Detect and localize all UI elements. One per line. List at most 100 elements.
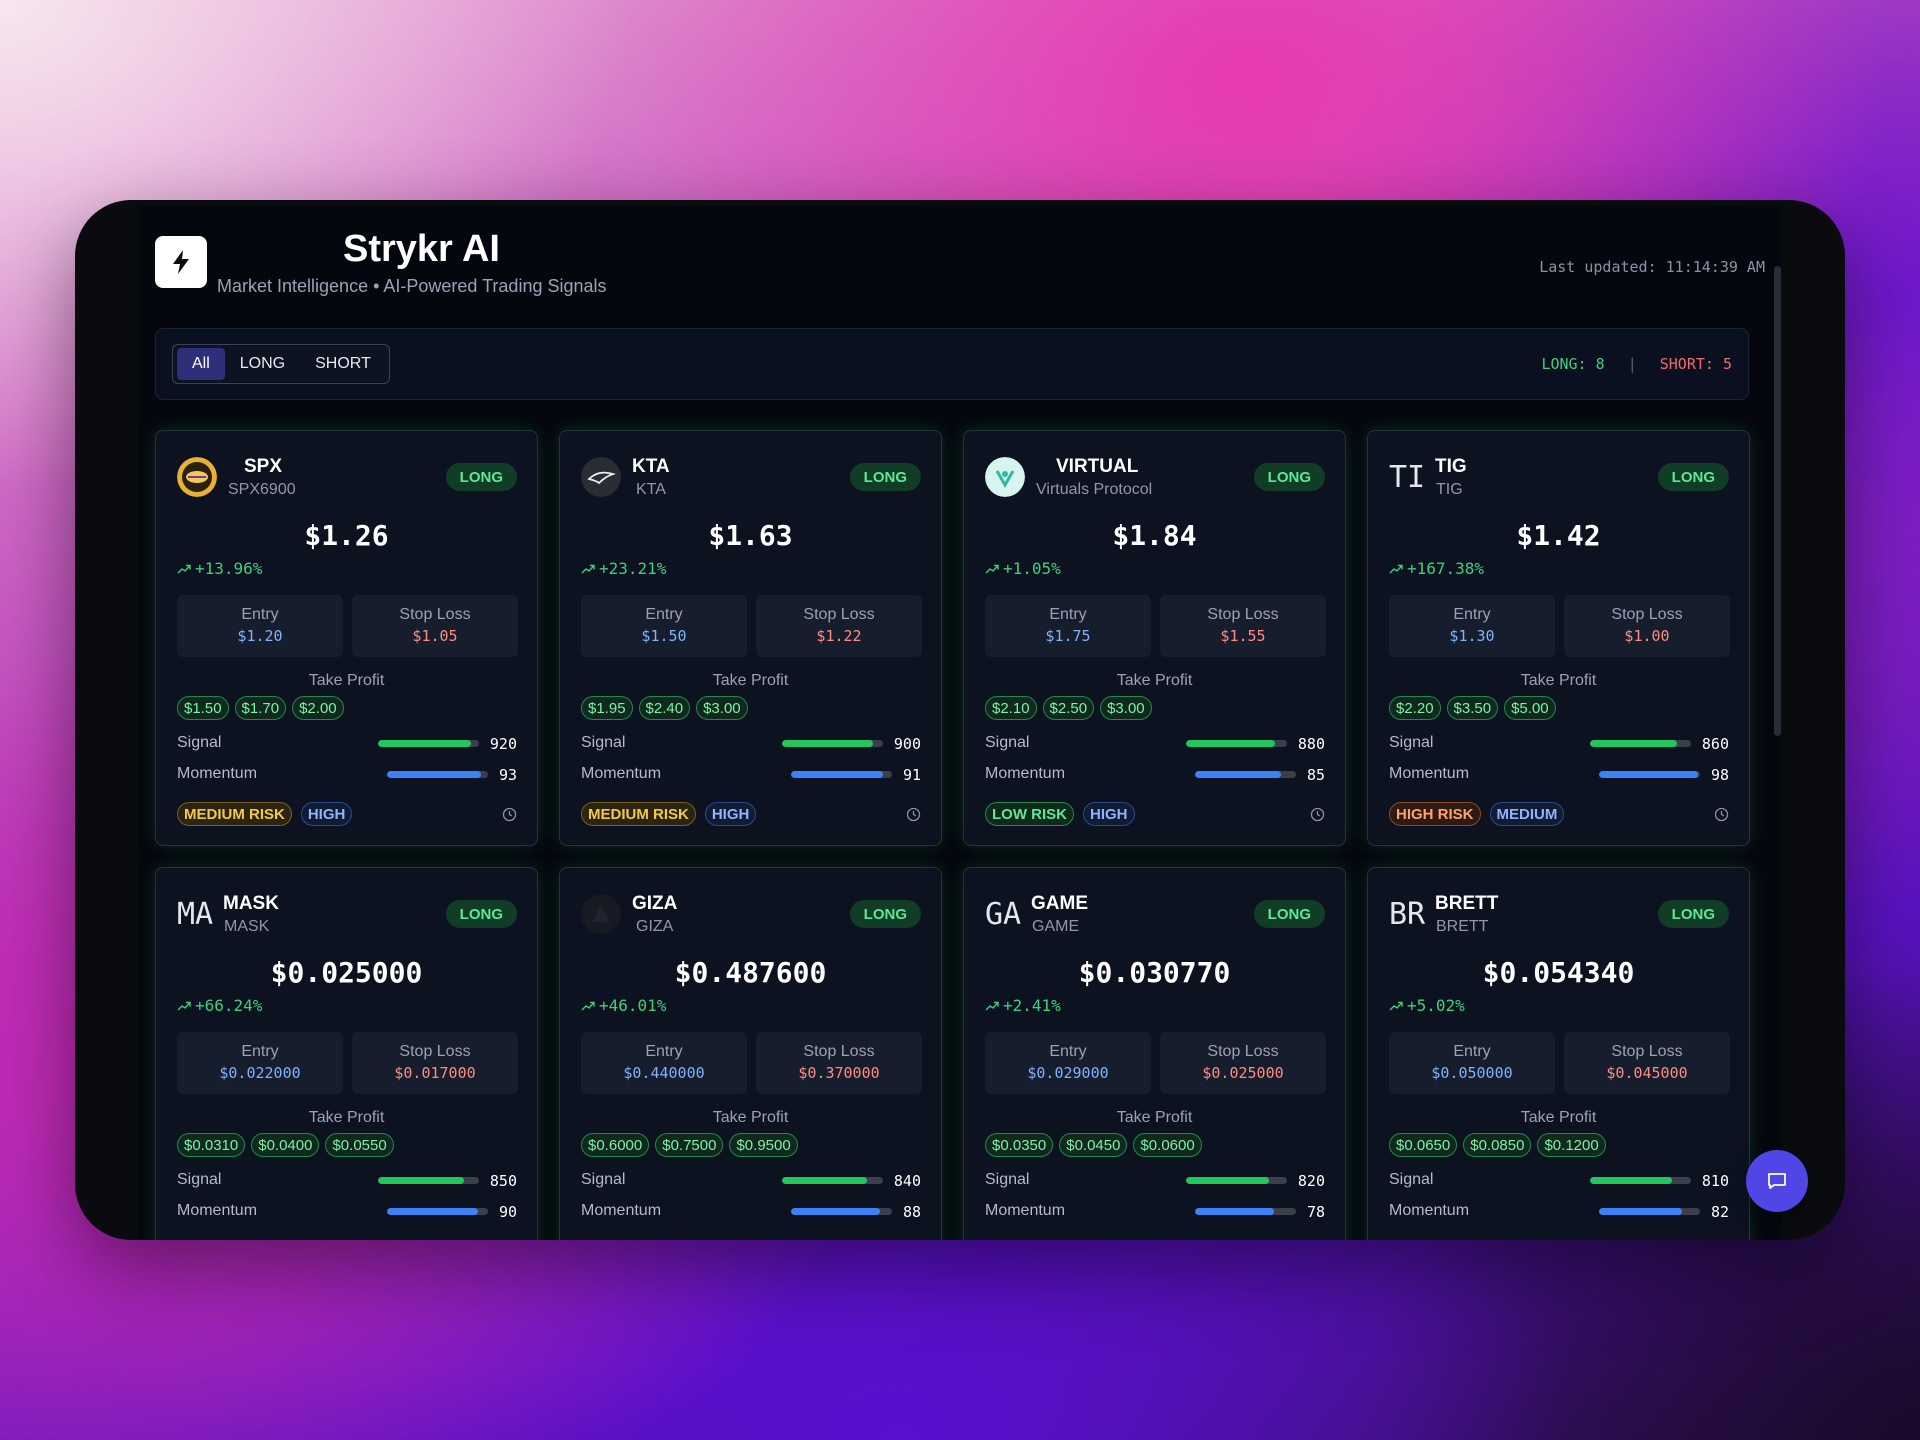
take-profit-chip: $2.40 <box>638 696 691 720</box>
app-subtitle: Market Intelligence • AI-Powered Trading… <box>217 276 607 296</box>
momentum-bar <box>1599 771 1700 778</box>
last-updated: Last updated: 11:14:39 AM <box>1539 258 1765 276</box>
coin-symbol: SPX <box>244 456 283 477</box>
take-profit-chip: $2.50 <box>1042 696 1095 720</box>
clock-icon[interactable] <box>502 807 517 822</box>
take-profit-list: $0.0350 $0.0450 $0.0600 <box>985 1133 1202 1157</box>
signal-bar-fill <box>1590 740 1677 747</box>
entry-label: Entry <box>241 1043 279 1060</box>
current-price: $0.030770 <box>1078 956 1231 989</box>
entry-box: Entry $0.050000 <box>1389 1032 1555 1094</box>
signal-bar-fill <box>1590 1177 1672 1184</box>
signal-bar-fill <box>782 1177 867 1184</box>
current-price: $1.63 <box>708 519 793 552</box>
scrollbar[interactable] <box>1774 266 1781 736</box>
clock-icon[interactable] <box>1310 807 1325 822</box>
coin-symbol: KTA <box>632 456 670 477</box>
signal-value: 840 <box>893 1172 921 1190</box>
risk-badge: MEDIUM RISK <box>581 802 696 826</box>
risk-badge: LOW RISK <box>985 802 1074 826</box>
logo <box>155 236 207 288</box>
stop-loss-value: $1.00 <box>1624 627 1670 645</box>
momentum-value: 85 <box>1306 766 1325 784</box>
clock-icon[interactable] <box>1714 807 1729 822</box>
trend-up-icon <box>1389 564 1403 573</box>
stop-loss-box: Stop Loss $1.00 <box>1564 595 1730 657</box>
stop-loss-value: $0.045000 <box>1606 1064 1688 1082</box>
mask-text-icon: MA <box>177 896 214 932</box>
take-profit-label: Take Profit <box>1116 672 1193 689</box>
coin-symbol: BRETT <box>1435 893 1499 914</box>
current-price: $1.42 <box>1516 519 1601 552</box>
take-profit-chip: $0.0400 <box>251 1133 320 1157</box>
take-profit-list: $1.95 $2.40 $3.00 <box>581 696 748 720</box>
stop-loss-box: Stop Loss $1.55 <box>1160 595 1326 657</box>
take-profit-chip: $1.70 <box>234 696 287 720</box>
current-price: $1.26 <box>304 519 389 552</box>
signal-card[interactable]: KTA KTA LONG $1.63 +23.21% Entry $1.50 S… <box>559 430 942 846</box>
price-change: +5.02% <box>1389 996 1465 1015</box>
stop-loss-label: Stop Loss <box>399 606 471 623</box>
stop-loss-box: Stop Loss $0.045000 <box>1564 1032 1730 1094</box>
price-change-value: +1.05% <box>1003 559 1061 578</box>
clock-icon[interactable] <box>906 807 921 822</box>
entry-box: Entry $0.440000 <box>581 1032 747 1094</box>
signal-value: 810 <box>1701 1172 1729 1190</box>
take-profit-chip: $0.0350 <box>985 1133 1054 1157</box>
spx-coin-icon <box>177 457 217 497</box>
stop-loss-value: $1.05 <box>412 627 458 645</box>
filter-short-button[interactable]: SHORT <box>315 355 371 372</box>
momentum-label: Momentum <box>1389 1202 1470 1219</box>
stop-loss-box: Stop Loss $1.22 <box>756 595 922 657</box>
signal-card[interactable]: TI TIG TIG LONG $1.42 +167.38% Entry $1.… <box>1367 430 1750 846</box>
signal-card[interactable]: MA MASK MASK LONG $0.025000 +66.24% Entr… <box>155 867 538 1240</box>
filter-all-button[interactable]: All <box>177 348 225 380</box>
signal-bar <box>1590 740 1691 747</box>
game-text-icon: GA <box>985 896 1022 932</box>
coin-name: KTA <box>636 481 666 498</box>
trend-up-icon <box>581 1001 595 1010</box>
signal-card[interactable]: BR BRETT BRETT LONG $0.054340 +5.02% Ent… <box>1367 867 1750 1240</box>
giza-coin-icon <box>581 894 621 934</box>
entry-box: Entry $1.20 <box>177 595 343 657</box>
chat-button[interactable] <box>1746 1150 1808 1212</box>
momentum-bar-fill <box>791 771 883 778</box>
entry-box: Entry $1.75 <box>985 595 1151 657</box>
momentum-bar-fill <box>1599 1208 1682 1215</box>
take-profit-list: $0.6000 $0.7500 $0.9500 <box>581 1133 798 1157</box>
trend-up-icon <box>985 564 999 573</box>
momentum-bar <box>1195 771 1296 778</box>
momentum-label: Momentum <box>177 1202 258 1219</box>
signal-row: Signal 850 <box>177 1171 517 1191</box>
signal-card[interactable]: SPX SPX6900 LONG $1.26 +13.96% Entry $1.… <box>155 430 538 846</box>
filter-long-button[interactable]: LONG <box>239 355 286 372</box>
signal-card[interactable]: VIRTUAL Virtuals Protocol LONG $1.84 +1.… <box>963 430 1346 846</box>
momentum-label: Momentum <box>177 765 258 782</box>
take-profit-chip: $0.0550 <box>325 1133 394 1157</box>
momentum-label: Momentum <box>581 1202 662 1219</box>
signal-card[interactable]: GA GAME GAME LONG $0.030770 +2.41% Entry… <box>963 867 1346 1240</box>
momentum-row: Momentum 88 <box>581 1202 921 1222</box>
signal-bar <box>1186 1177 1287 1184</box>
kta-coin-icon <box>581 457 621 497</box>
momentum-bar <box>387 1208 488 1215</box>
signal-bar-fill <box>1186 1177 1269 1184</box>
signal-value: 820 <box>1297 1172 1325 1190</box>
coin-symbol: TIG <box>1435 456 1467 477</box>
signal-card[interactable]: GIZA GIZA LONG $0.487600 +46.01% Entry $… <box>559 867 942 1240</box>
entry-value: $0.050000 <box>1431 1064 1513 1082</box>
signal-label: Signal <box>985 1171 1030 1188</box>
stop-loss-value: $0.017000 <box>394 1064 476 1082</box>
momentum-row: Momentum 85 <box>985 765 1325 785</box>
take-profit-list: $0.0650 $0.0850 $0.1200 <box>1389 1133 1606 1157</box>
entry-label: Entry <box>241 606 279 623</box>
entry-value: $0.440000 <box>623 1064 705 1082</box>
trend-up-icon <box>177 564 191 573</box>
price-change-value: +13.96% <box>195 559 263 578</box>
trend-up-icon <box>581 564 595 573</box>
price-change-value: +2.41% <box>1003 996 1061 1015</box>
side-filter: All LONG SHORT <box>172 344 390 384</box>
momentum-bar <box>791 1208 892 1215</box>
momentum-bar-fill <box>1195 1208 1274 1215</box>
momentum-row: Momentum 98 <box>1389 765 1729 785</box>
